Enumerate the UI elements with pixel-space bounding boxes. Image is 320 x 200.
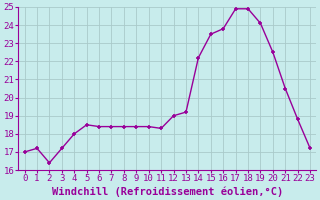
X-axis label: Windchill (Refroidissement éolien,°C): Windchill (Refroidissement éolien,°C) <box>52 186 283 197</box>
